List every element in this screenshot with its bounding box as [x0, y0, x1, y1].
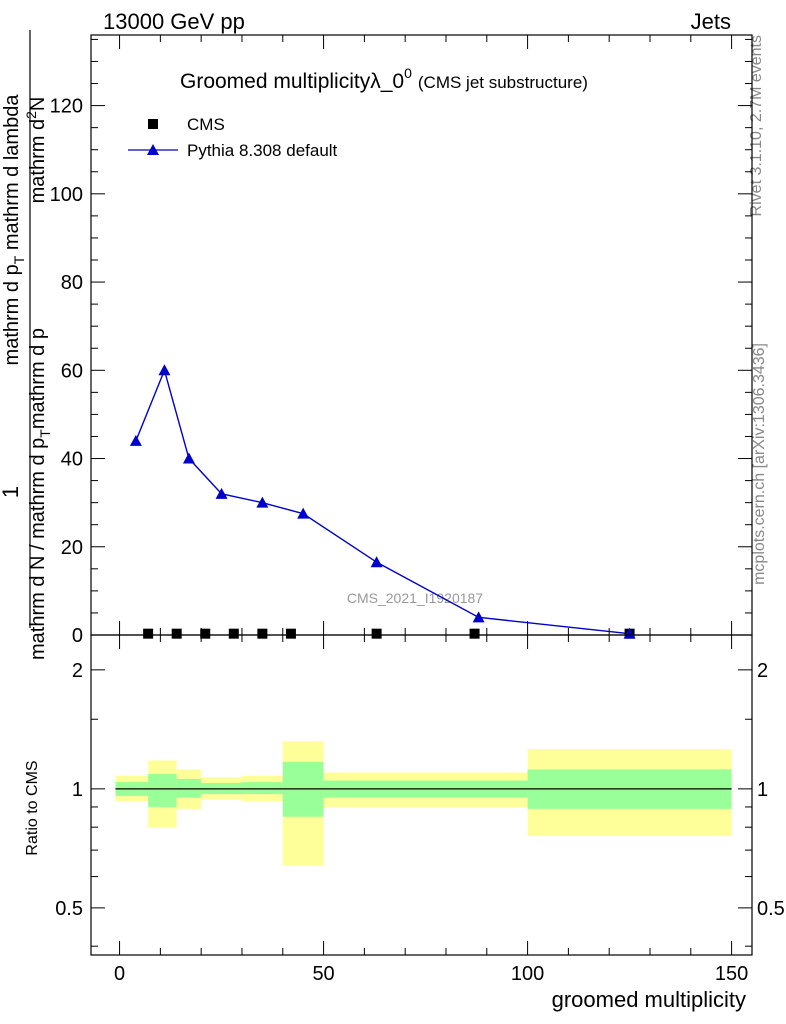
pythia-point [182, 452, 195, 464]
ratio-inner-band [148, 774, 177, 807]
legend-cms-label: CMS [187, 115, 225, 134]
pythia-point [256, 496, 269, 508]
ratio-bands [115, 741, 732, 866]
main-y-tick-label: 80 [61, 272, 83, 294]
pythia-point [623, 627, 636, 639]
mcplots-label: mcplots.cern.ch [arXiv:1306.3436] [751, 343, 768, 585]
cms-point [228, 628, 239, 639]
x-axis-label: groomed multiplicity [552, 987, 746, 1012]
y-label-numerator-one: 1 [0, 486, 23, 498]
rivet-version-label: Rivet 3.1.10, 2.7M events [748, 35, 765, 216]
cms-point [143, 628, 154, 639]
ratio-y-tick-label: 0.5 [55, 898, 83, 920]
chart-title: Groomed multiplicityλ_00 (CMS jet substru… [180, 65, 588, 93]
main-y-tick-label: 60 [61, 360, 83, 382]
pythia-point [129, 434, 142, 446]
main-y-tick-label: 40 [61, 449, 83, 471]
ratio-y-tick-label-right: 0.5 [757, 898, 785, 920]
y-label-denominator: mathrm d N / mathrm d pTmathrm d p [27, 328, 53, 660]
cms-point [171, 628, 182, 639]
analysis-watermark: CMS_2021_I1920187 [347, 590, 483, 606]
cms-point [469, 628, 480, 639]
pythia-point [297, 507, 310, 519]
ratio-plot-frame [90, 634, 753, 956]
cms-point [257, 628, 268, 639]
main-y-tick-label: 20 [61, 537, 83, 559]
ratio-axis-ticks: 0.5 0.5 1 1 2 2 0 50 100 150 [55, 635, 785, 985]
main-y-tick-label: 100 [50, 184, 83, 206]
main-y-tick-label: 120 [50, 96, 83, 118]
pythia-point [215, 487, 228, 499]
legend-pythia-label: Pythia 8.308 default [187, 141, 338, 160]
legend-cms-marker [148, 119, 158, 129]
ratio-y-tick-label-right: 2 [757, 660, 768, 682]
pythia-point [158, 364, 171, 376]
x-tick-label: 150 [715, 963, 748, 985]
main-axis-ticks: 0 20 40 60 80 100 120 [50, 35, 752, 647]
main-y-tick-label: 0 [72, 625, 83, 647]
x-tick-label: 50 [312, 963, 334, 985]
energy-label: 13000 GeV pp [103, 9, 245, 34]
main-series [129, 364, 636, 639]
main-y-axis-label: 1 mathrm d N / mathrm d pTmathrm d p mat… [0, 30, 53, 660]
cms-point [200, 628, 211, 639]
ratio-y-axis-label: Ratio to CMS [24, 760, 41, 855]
ratio-y-tick-label: 2 [72, 660, 83, 682]
ratio-y-tick-label: 1 [72, 779, 83, 801]
pythia-point [370, 556, 383, 568]
cms-point [371, 628, 382, 639]
pythia-point [472, 611, 485, 623]
ratio-y-tick-label-right: 1 [757, 779, 768, 801]
x-tick-label: 0 [114, 963, 125, 985]
process-label: Jets [691, 9, 731, 34]
x-tick-label: 100 [511, 963, 544, 985]
cms-point [285, 628, 296, 639]
y-label-lower-line: mathrm d pT mathrm d lambda [1, 94, 27, 366]
legend: CMS Pythia 8.308 default [128, 115, 338, 160]
y-label-numerator: mathrm d2N [23, 97, 49, 204]
ratio-inner-band [241, 782, 283, 795]
legend-pythia-marker [147, 144, 159, 155]
